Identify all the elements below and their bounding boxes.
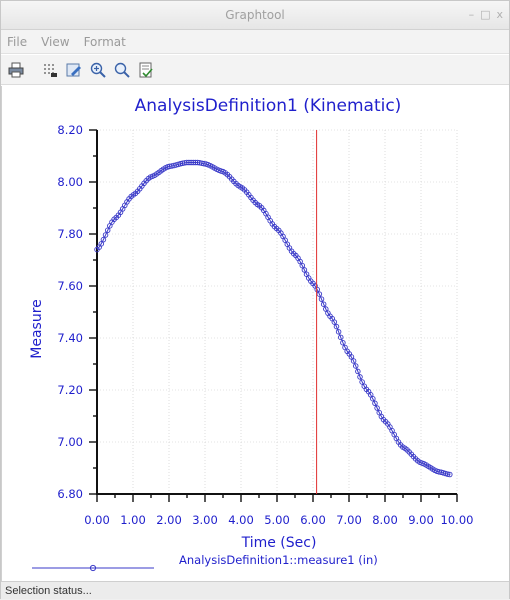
title-bar[interactable]: Graphtool – □ x xyxy=(1,1,509,30)
menu-bar: File View Format xyxy=(1,30,509,54)
zoom-fit-button[interactable] xyxy=(113,61,130,78)
window-title: Graphtool xyxy=(225,8,285,22)
data-point xyxy=(359,379,365,385)
data-point xyxy=(333,323,340,330)
chart[interactable]: AnalysisDefinition1 (Kinematic) Measure … xyxy=(2,86,509,581)
print-button[interactable] xyxy=(7,61,24,78)
data-point xyxy=(297,258,303,265)
x-tick-label: 7.00 xyxy=(336,513,362,527)
edit-button[interactable] xyxy=(65,61,82,78)
axes xyxy=(89,129,458,502)
export-button[interactable] xyxy=(137,61,154,78)
data-point xyxy=(320,301,327,307)
y-tick-label: 7.20 xyxy=(57,383,83,397)
data-point xyxy=(340,339,346,346)
data-point xyxy=(102,232,109,238)
maximize-button[interactable]: □ xyxy=(480,8,491,21)
toolbar xyxy=(1,55,509,85)
data-point xyxy=(314,286,320,293)
x-tick-label: 8.00 xyxy=(372,513,398,527)
x-tick-label: 6.00 xyxy=(300,513,326,527)
y-tick-label: 6.80 xyxy=(57,487,83,501)
zoom-fit-icon xyxy=(114,62,130,78)
grid-button[interactable] xyxy=(41,61,58,78)
data-point xyxy=(301,267,308,273)
data-point xyxy=(357,374,363,380)
data-point xyxy=(98,241,105,247)
x-tick-label: 1.00 xyxy=(120,513,146,527)
x-tick-label: 0.00 xyxy=(84,513,110,527)
close-button[interactable]: x xyxy=(496,8,503,21)
plot-area[interactable]: AnalysisDefinition1 (Kinematic) Measure … xyxy=(1,86,509,581)
x-tick-label: 3.00 xyxy=(192,513,218,527)
legend-marker xyxy=(89,564,97,572)
data-point xyxy=(104,227,111,234)
x-tick-label: 4.00 xyxy=(228,513,254,527)
data-point xyxy=(338,334,344,341)
x-tick-label: 9.00 xyxy=(408,513,434,527)
data-point xyxy=(370,395,376,402)
x-tick-label: 2.00 xyxy=(156,513,182,527)
grid xyxy=(97,129,458,494)
x-axis-label: Time (Sec) xyxy=(241,535,317,551)
data-point xyxy=(352,363,359,369)
y-tick-label: 8.20 xyxy=(57,123,83,137)
edit-icon xyxy=(66,63,81,76)
export-icon xyxy=(139,62,153,77)
zoom-in-button[interactable] xyxy=(89,61,106,78)
data-point xyxy=(323,306,329,312)
x-tick-label: 10.00 xyxy=(441,513,474,527)
y-tick-label: 7.00 xyxy=(57,435,83,449)
data-point xyxy=(350,358,357,364)
data-point xyxy=(348,354,355,360)
data-point xyxy=(372,400,378,407)
zoom-in-icon xyxy=(90,62,106,78)
y-tick-label: 7.80 xyxy=(57,227,83,241)
chart-title: AnalysisDefinition1 (Kinematic) xyxy=(135,96,402,116)
y-tick-label: 7.40 xyxy=(57,331,83,345)
y-tick-label: 8.00 xyxy=(57,175,83,189)
y-tick-label: 7.60 xyxy=(57,279,83,293)
data-point xyxy=(355,368,361,375)
data-point xyxy=(447,471,453,478)
menu-file[interactable]: File xyxy=(7,34,28,49)
series-path xyxy=(96,162,450,475)
series-line xyxy=(94,159,453,478)
tick-labels: 0.00 1.00 2.00 3.00 4.00 5.00 6.00 7.00 8.00 9.00… xyxy=(57,123,473,527)
print-icon xyxy=(8,62,23,77)
data-point xyxy=(299,262,306,269)
data-point xyxy=(444,471,451,477)
data-point xyxy=(374,405,380,411)
data-point xyxy=(100,236,107,243)
status-bar: Selection status... xyxy=(1,581,509,599)
legend-label: AnalysisDefinition1::measure1 (in) xyxy=(179,553,378,567)
window-controls: – □ x xyxy=(469,1,503,29)
legend: AnalysisDefinition1::measure1 (in) xyxy=(32,553,378,572)
menu-view[interactable]: View xyxy=(41,34,70,49)
data-point xyxy=(318,296,325,302)
menu-format[interactable]: Format xyxy=(83,34,126,49)
data-point xyxy=(331,319,338,325)
data-point xyxy=(335,329,342,335)
grid-icon xyxy=(43,63,57,77)
minimize-button[interactable]: – xyxy=(468,8,475,21)
y-axis-label: Measure xyxy=(29,299,45,359)
x-tick-label: 5.00 xyxy=(264,513,290,527)
